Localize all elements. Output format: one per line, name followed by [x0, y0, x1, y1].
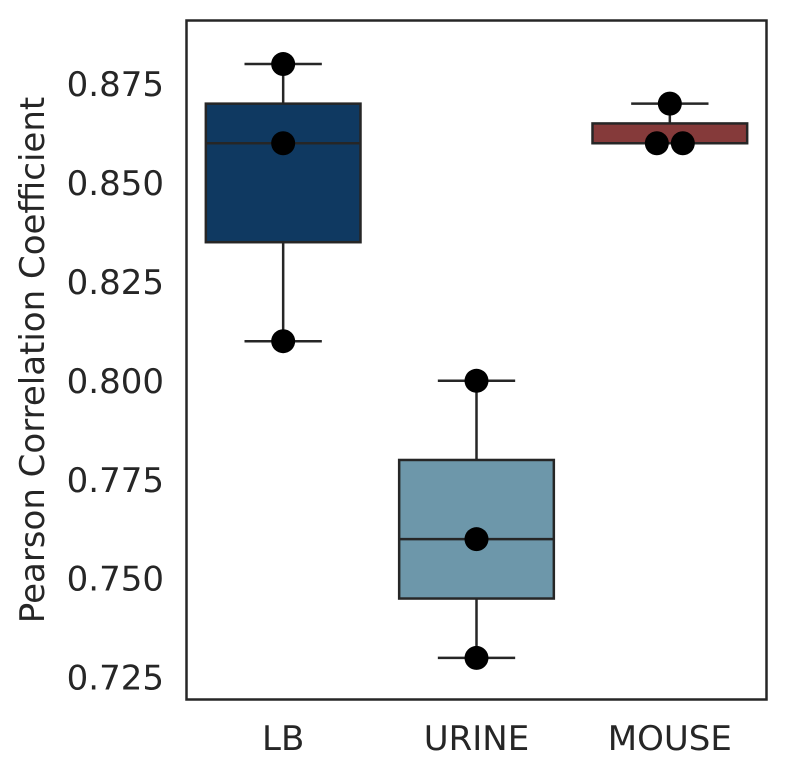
y-tick-label: 0.725 [67, 659, 164, 699]
x-tick-label: LB [262, 719, 304, 759]
y-axis-ticks: 0.725 0.750 0.775 0.800 0.825 0.850 0.875 [67, 65, 164, 699]
y-tick-label: 0.825 [67, 263, 164, 303]
box-iqr [204, 102, 362, 244]
y-axis-title: Pearson Correlation Coefficient [13, 97, 53, 623]
x-tick-label: URINE [424, 719, 529, 759]
data-point [464, 368, 489, 393]
data-point [271, 329, 296, 354]
data-point [271, 131, 296, 156]
data-point [271, 52, 296, 77]
box-iqr [591, 122, 749, 145]
box-urine [397, 368, 556, 670]
box-mouse [591, 91, 749, 156]
data-point [464, 645, 489, 670]
plot-frame [185, 19, 768, 701]
data-point [644, 131, 669, 156]
x-axis-ticks: LB URINE MOUSE [262, 719, 732, 759]
x-tick-label: MOUSE [608, 719, 732, 759]
y-tick-label: 0.750 [67, 560, 164, 600]
boxes-layer [204, 52, 749, 670]
y-tick-label: 0.800 [67, 362, 164, 402]
y-tick-label: 0.775 [67, 461, 164, 501]
y-tick-label: 0.875 [67, 65, 164, 105]
data-point [464, 527, 489, 552]
data-point [670, 131, 695, 156]
y-tick-label: 0.850 [67, 164, 164, 204]
data-point [657, 91, 682, 116]
box-lb [204, 52, 362, 354]
